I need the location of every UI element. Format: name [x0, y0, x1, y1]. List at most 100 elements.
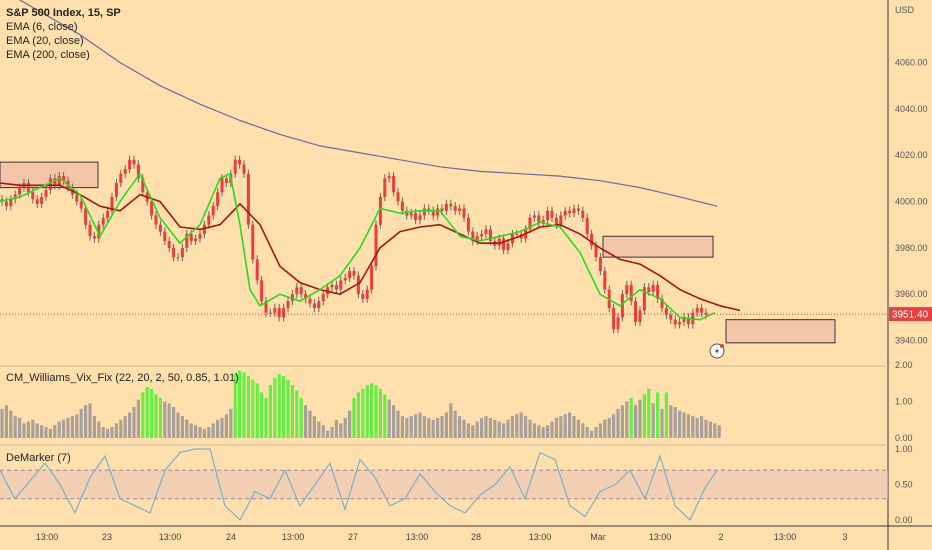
- vix-bar: [304, 405, 308, 438]
- candle-body: [53, 178, 57, 186]
- candle-body: [537, 215, 541, 223]
- candle-body: [444, 203, 448, 211]
- vix-bar: [422, 416, 426, 438]
- candle-body: [664, 308, 668, 316]
- vix-bar: [198, 427, 202, 438]
- vix-bar: [163, 401, 167, 438]
- candle-body: [119, 173, 123, 183]
- price-tick-label: 3940.00: [895, 336, 928, 346]
- vix-bar: [656, 392, 660, 438]
- vix-bar: [598, 423, 602, 438]
- legend-ema-20[interactable]: EMA (20, close): [6, 35, 84, 47]
- legend-ema-200[interactable]: EMA (200, close): [6, 49, 90, 61]
- vix-bar: [246, 375, 250, 438]
- candle-body: [348, 271, 352, 278]
- candle-body: [625, 284, 629, 295]
- vix-fix-histogram: [0, 370, 721, 438]
- demarker-legend: DeMarker (7): [6, 451, 71, 465]
- candle-body: [449, 203, 453, 207]
- candle-body: [678, 321, 682, 325]
- price-axis-ticks: 4060.00 4040.00 4020.00 4000.00 3980.00 3960.…: [895, 58, 928, 346]
- vix-tick-label: 2.00: [895, 360, 913, 370]
- candle-body: [75, 194, 79, 202]
- vix-bar: [260, 392, 264, 438]
- time-tick-label: 13:00: [529, 532, 552, 542]
- ema-6-layer: [0, 172, 716, 321]
- time-tick-label: 27: [348, 532, 358, 542]
- vix-bar: [97, 421, 101, 438]
- vix-bar: [352, 397, 356, 438]
- candle-body: [620, 294, 624, 318]
- vix-bar: [40, 425, 44, 438]
- candle-body: [651, 284, 655, 292]
- vix-bar: [70, 416, 74, 438]
- vix-bar: [572, 416, 576, 438]
- candle-body: [189, 233, 193, 241]
- candle-body: [40, 196, 44, 204]
- vix-bar: [207, 427, 211, 438]
- vix-bar: [154, 394, 158, 438]
- price-tick-label: 3960.00: [895, 289, 928, 299]
- time-tick-label: 24: [226, 532, 236, 542]
- candle-body: [497, 238, 501, 246]
- zone-box: [725, 319, 836, 344]
- candle-body: [158, 224, 162, 232]
- vix-bar: [682, 412, 686, 438]
- vix-bar: [220, 417, 224, 438]
- vix-bar: [620, 405, 624, 438]
- candle-body: [31, 192, 35, 200]
- candle-body: [554, 217, 558, 225]
- vix-bar: [119, 419, 123, 438]
- vix-bar: [233, 374, 237, 438]
- vix-bar: [515, 414, 519, 438]
- time-tick-label: 3: [842, 532, 847, 542]
- time-tick-label: 2: [718, 532, 723, 542]
- vix-bar: [568, 412, 572, 438]
- vix-bar: [167, 403, 171, 438]
- legend-ema-6[interactable]: EMA (6, close): [6, 21, 78, 33]
- supply-demand-zones: [0, 161, 836, 344]
- vix-bar: [418, 412, 422, 438]
- vix-bar: [603, 419, 607, 438]
- legend-vix-fix[interactable]: CM_Williams_Vix_Fix (22, 20, 2, 50, 0.85…: [6, 372, 239, 384]
- vix-bar: [506, 419, 510, 438]
- vix-bar: [563, 414, 567, 438]
- candle-body: [194, 238, 198, 241]
- vix-bar: [268, 385, 272, 438]
- vix-bar: [370, 383, 374, 438]
- candle-body: [202, 224, 206, 234]
- vix-bar: [299, 397, 303, 438]
- candle-body: [26, 183, 30, 193]
- price-tick-label: 4020.00: [895, 150, 928, 160]
- candle-body: [638, 310, 642, 322]
- vix-bar: [453, 410, 457, 438]
- vix-bar: [84, 405, 88, 438]
- demarker-tick-label: 0.50: [895, 480, 913, 490]
- symbol-title[interactable]: S&P 500 Index, 15, SP: [6, 7, 121, 19]
- candle-body: [576, 208, 580, 211]
- candle-body: [13, 194, 17, 200]
- candle-body: [528, 217, 532, 230]
- vix-bar: [664, 392, 668, 438]
- candle-body: [321, 294, 325, 302]
- lightning-alert-icon[interactable]: [709, 343, 725, 359]
- candle-body: [488, 229, 492, 241]
- candle-body: [414, 213, 418, 221]
- candle-body: [44, 189, 48, 197]
- candle-body: [594, 245, 598, 258]
- vix-bar: [484, 416, 488, 438]
- candle-body: [18, 187, 22, 195]
- vix-bar: [365, 385, 369, 438]
- vix-bar: [502, 423, 506, 438]
- vix-bar: [194, 425, 198, 438]
- ema-200-layer: [18, 0, 718, 207]
- vix-bar: [717, 425, 721, 438]
- vix-bar: [612, 414, 616, 438]
- vix-bar: [405, 417, 409, 438]
- candle-body: [616, 317, 620, 329]
- time-tick-label: 13:00: [649, 532, 672, 542]
- legend-demarker[interactable]: DeMarker (7): [6, 452, 71, 464]
- candle-body: [427, 208, 431, 211]
- vix-bar: [48, 428, 52, 438]
